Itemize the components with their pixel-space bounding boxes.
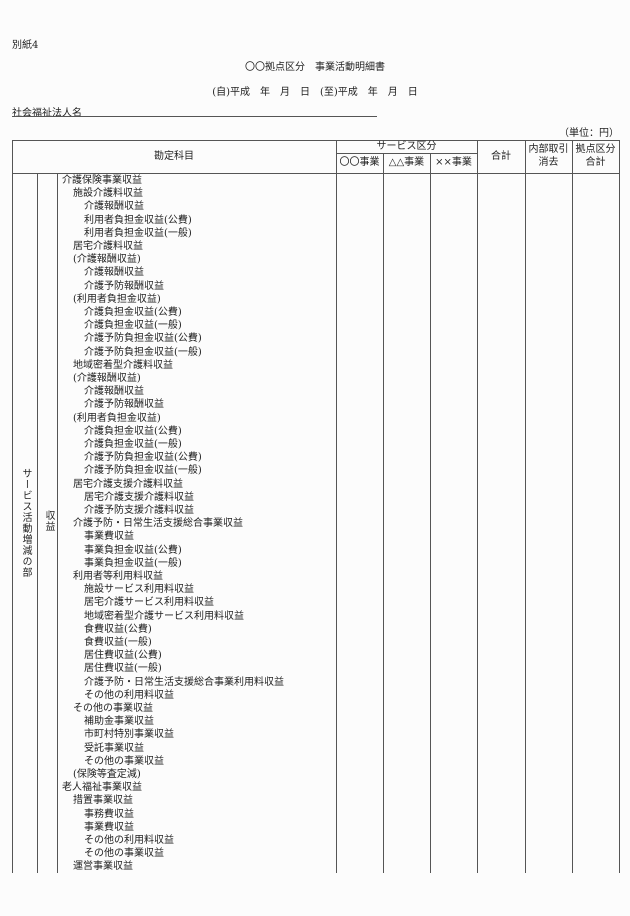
col-border <box>12 140 13 873</box>
account-row-label: 事業費収益 <box>84 531 134 543</box>
subsection-label: 収益 <box>43 510 54 532</box>
service-header-divider <box>336 153 477 154</box>
account-row-label: その他の利用料収益 <box>84 835 174 846</box>
account-row-label: 措置事業収益 <box>73 795 133 807</box>
unit-label: （単位：円） <box>559 128 619 139</box>
account-row-label: 補助金事業収益 <box>84 716 154 728</box>
section-label: サービス活動増減の部 <box>20 468 31 578</box>
account-row-label: 利用者負担金収益(一般) <box>84 227 192 239</box>
header-internal-line1: 内部取引 <box>528 144 569 155</box>
account-row-label: 食費収益(一般) <box>84 637 152 648</box>
account-row-label: (介護報酬収益) <box>73 373 141 384</box>
header-total: 合計 <box>491 151 511 162</box>
header-service-2: △△事業 <box>388 157 425 168</box>
account-row-label: 事業負担金収益(公費) <box>84 544 182 556</box>
col-border <box>619 140 620 873</box>
col-border <box>477 140 478 873</box>
header-service-1: 〇〇事業 <box>339 157 380 168</box>
account-row-label: 介護予防負担金収益(公費) <box>84 333 202 345</box>
account-row-label: 食費収益(公費) <box>84 623 152 635</box>
col-border <box>383 153 384 873</box>
account-row-label: 居宅介護支援介護料収益 <box>84 491 194 503</box>
account-row-label: 運営事業収益 <box>73 861 133 873</box>
account-row-label: (利用者負担金収益) <box>73 293 161 305</box>
account-row-label: 介護予防・日常生活支援総合事業利用料収益 <box>84 676 284 688</box>
col-border <box>572 140 573 873</box>
account-row-label: 介護予防負担金収益(一般) <box>84 465 202 477</box>
account-row-label: 施設介護料収益 <box>73 188 143 200</box>
corporation-name-underline <box>12 116 377 117</box>
account-row-label: 介護報酬収益 <box>84 386 144 398</box>
account-row-label: 地域密着型介護サービス利用料収益 <box>84 610 244 622</box>
account-row-label: 介護予防負担金収益(一般) <box>84 346 202 358</box>
account-row-label: 居宅介護サービス利用料収益 <box>84 597 214 609</box>
account-row-label: 事務費収益 <box>84 808 134 820</box>
account-row-label: 介護予防支援介護料収益 <box>84 505 194 516</box>
account-row-label: 介護予防・日常生活支援総合事業収益 <box>73 518 243 530</box>
account-row-label: 事業負担金収益(一般) <box>84 557 182 569</box>
header-base-line1: 拠点区分 <box>575 144 616 155</box>
account-row-label: 地域密着型介護料収益 <box>73 359 173 371</box>
account-row-label: 介護負担金収益(公費) <box>84 425 182 437</box>
account-row-label: 介護保険事業収益 <box>62 175 142 186</box>
account-row-label: その他の事業収益 <box>73 703 153 714</box>
account-row-label: 介護報酬収益 <box>84 267 144 279</box>
period-text: (自)平成 年 月 日 (至)平成 年 月 日 <box>212 87 418 98</box>
account-row-label: 介護負担金収益(一般) <box>84 320 182 332</box>
col-border <box>37 173 38 873</box>
col-border <box>57 173 58 873</box>
document-title: 〇〇拠点区分 事業活動明細書 <box>245 62 385 73</box>
table-top-border <box>12 140 620 141</box>
col-border <box>430 153 431 873</box>
account-row-label: 介護報酬収益 <box>84 201 144 213</box>
account-row-label: 老人福祉事業収益 <box>62 782 142 794</box>
account-row-label: 利用者負担金収益(公費) <box>84 214 192 226</box>
header-service-group: サービス区分 <box>376 141 437 152</box>
account-row-label: (保険等査定減) <box>73 769 141 780</box>
attachment-label: 別紙4 <box>12 40 39 51</box>
account-row-label: 利用者等利用料収益 <box>73 571 163 582</box>
account-row-label: (利用者負担金収益) <box>73 412 161 424</box>
corporation-name-label: 社会福祉法人名 <box>12 108 82 119</box>
account-row-label: 受託事業収益 <box>84 742 144 754</box>
account-row-label: 施設サービス利用料収益 <box>84 584 194 596</box>
header-bottom-border <box>12 173 620 174</box>
account-row-label: その他の事業収益 <box>84 848 164 860</box>
account-row-label: 居住費収益(公費) <box>84 650 162 662</box>
account-row-label: 介護負担金収益(一般) <box>84 439 182 450</box>
account-row-label: 介護負担金収益(公費) <box>84 307 182 318</box>
account-row-label: その他の事業収益 <box>84 755 164 767</box>
account-row-label: (介護報酬収益) <box>73 254 141 266</box>
header-service-3: ××事業 <box>435 157 472 168</box>
account-row-label: 居宅介護支援介護料収益 <box>73 478 183 490</box>
account-row-label: 介護予防負担金収益(公費) <box>84 452 202 464</box>
account-row-label: 介護予防報酬収益 <box>84 399 164 411</box>
header-internal-line2: 消去 <box>538 157 559 168</box>
account-row-label: 介護予防報酬収益 <box>84 280 164 292</box>
account-row-label: 居住費収益(一般) <box>84 663 162 675</box>
account-row-label: その他の利用料収益 <box>84 689 174 701</box>
account-row-label: 事業費収益 <box>84 821 134 833</box>
account-row-label: 居宅介護料収益 <box>73 241 143 252</box>
account-row-label: 市町村特別事業収益 <box>84 729 174 741</box>
col-border <box>525 140 526 873</box>
col-border <box>336 140 337 873</box>
header-account: 勘定科目 <box>154 151 194 162</box>
header-base-line2: 合計 <box>585 157 606 168</box>
